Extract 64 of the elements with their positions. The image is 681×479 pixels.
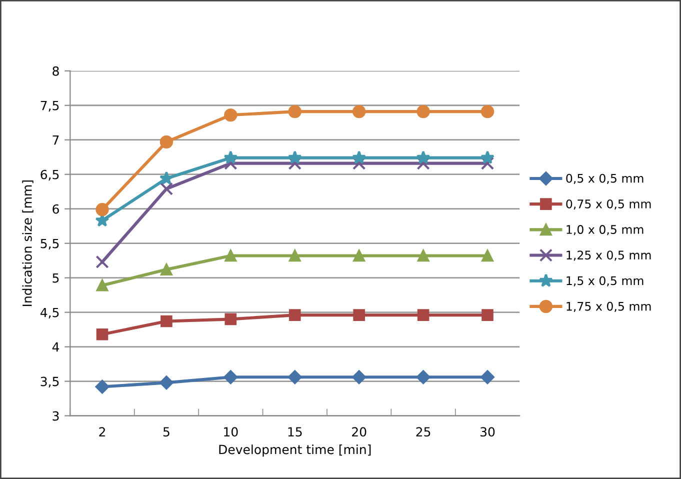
point <box>480 156 494 170</box>
point <box>353 309 365 321</box>
point <box>416 370 430 384</box>
point <box>480 104 494 118</box>
point <box>95 380 110 394</box>
point <box>288 150 302 164</box>
point <box>160 264 172 276</box>
point <box>352 150 366 164</box>
point <box>159 171 174 185</box>
point <box>482 309 494 321</box>
y-tick-label: 8 <box>52 66 59 76</box>
point <box>96 255 109 269</box>
point <box>96 328 108 340</box>
point <box>224 108 238 122</box>
y-tick-label: 6 <box>52 204 59 214</box>
y-tick-label: 6,5 <box>40 170 59 181</box>
legend-label: 0,5 x 0,5 mm <box>566 174 644 184</box>
y-tick-label: 7,5 <box>40 101 59 112</box>
legend-label: 1,5 x 0,5 mm <box>566 276 644 286</box>
x-tick-label: 2 <box>99 427 105 436</box>
point <box>160 135 174 149</box>
point <box>288 104 302 118</box>
y-tick-label: 3 <box>52 411 59 421</box>
legend-label: 0,75 x 0,5 mm <box>566 199 651 210</box>
point <box>224 313 237 326</box>
point <box>224 250 237 262</box>
y-tick-label: 5 <box>52 273 59 283</box>
point <box>288 370 302 384</box>
point <box>353 250 365 262</box>
point <box>482 250 494 262</box>
point <box>417 250 430 262</box>
x-tick-label: 30 <box>480 427 495 437</box>
point <box>288 309 301 321</box>
y-tick-label: 5,5 <box>40 238 59 250</box>
y-tick-label: 7 <box>52 136 59 145</box>
x-axis-title: Development time [min] <box>219 444 371 457</box>
x-tick-label: 20 <box>352 427 366 437</box>
point <box>480 370 494 384</box>
x-tick-label: 10 <box>224 427 238 437</box>
point <box>160 182 174 196</box>
point <box>416 104 430 118</box>
point <box>160 315 172 328</box>
point <box>352 370 366 384</box>
point <box>416 150 430 164</box>
y-tick-label: 4,5 <box>40 308 59 319</box>
point <box>480 150 494 164</box>
x-tick-label: 15 <box>288 427 302 437</box>
point <box>224 150 238 164</box>
point <box>352 104 366 118</box>
point <box>96 280 108 292</box>
legend-label: 1,0 x 0,5 mm <box>566 225 644 236</box>
point <box>288 250 301 262</box>
point <box>96 202 109 216</box>
y-tick-label: 3,5 <box>40 376 59 388</box>
x-tick-label: 25 <box>416 427 430 437</box>
y-axis-title: Indication size [mm] <box>22 180 34 306</box>
point <box>417 309 430 321</box>
x-tick-label: 5 <box>163 427 170 437</box>
point <box>224 370 238 384</box>
y-tick-label: 4 <box>52 342 60 352</box>
point <box>224 156 238 170</box>
legend-label: 1,75 x 0,5 mm <box>566 302 651 312</box>
point <box>160 376 174 390</box>
legend-label: 1,25 x 0,5 mm <box>566 250 651 261</box>
